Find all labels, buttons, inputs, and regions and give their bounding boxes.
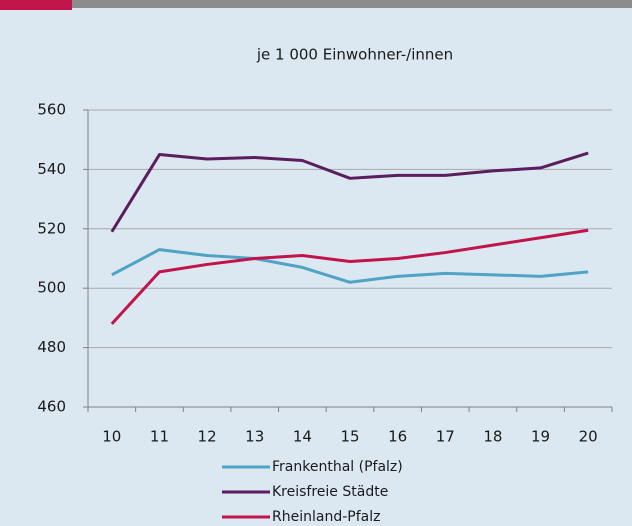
y-tick-label: 540 xyxy=(37,160,66,178)
y-tick-label: 560 xyxy=(37,101,66,119)
y-tick-label: 460 xyxy=(37,398,66,416)
x-tick-label: 20 xyxy=(579,428,598,446)
x-tick-label: 17 xyxy=(436,428,455,446)
x-tick-label: 18 xyxy=(483,428,502,446)
legend-label: Frankenthal (Pfalz) xyxy=(272,459,403,475)
y-tick-label: 500 xyxy=(37,279,66,297)
x-tick-label: 13 xyxy=(245,428,264,446)
top-bar xyxy=(0,0,632,8)
legend-label: Kreisfreie Städte xyxy=(272,484,388,500)
x-tick-label: 11 xyxy=(150,428,169,446)
series-line xyxy=(110,151,589,233)
x-tick-label: 10 xyxy=(102,428,121,446)
y-tick-label: 480 xyxy=(37,338,66,356)
x-tick-label: 14 xyxy=(293,428,312,446)
x-tick-label: 19 xyxy=(531,428,550,446)
chart-title: je 1 000 Einwohner-/innen xyxy=(256,46,453,64)
x-tick-label: 16 xyxy=(388,428,407,446)
top-accent xyxy=(0,0,72,10)
x-tick-label: 12 xyxy=(198,428,217,446)
y-tick-label: 520 xyxy=(37,219,66,237)
x-tick-label: 15 xyxy=(340,428,359,446)
series-line xyxy=(110,228,589,325)
legend-label: Rheinland-Pfalz xyxy=(272,509,380,525)
series-line xyxy=(111,248,589,284)
